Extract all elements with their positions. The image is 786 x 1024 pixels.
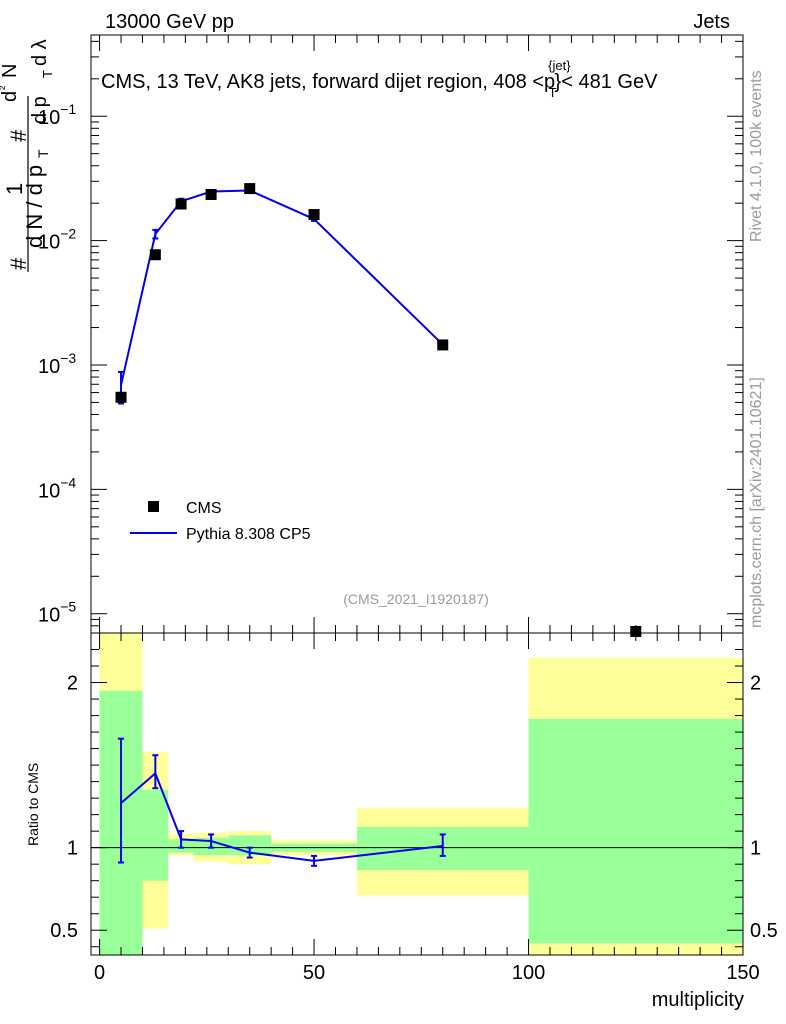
ylabel-den-t-sub: T bbox=[35, 149, 51, 158]
cms-data-point bbox=[205, 188, 217, 200]
cms-data-point bbox=[308, 209, 320, 221]
x-tick-label: 150 bbox=[726, 962, 759, 984]
y-tick-base: 10 bbox=[38, 232, 60, 254]
ylabel-hash-left: # bbox=[6, 257, 31, 270]
main-frame bbox=[90, 34, 744, 634]
analysis-watermark: (CMS_2021_I1920187) bbox=[343, 591, 489, 607]
cms-data-point bbox=[115, 391, 127, 403]
ratio-frame bbox=[90, 632, 744, 956]
y-tick-exponent: −1 bbox=[60, 101, 76, 117]
x-tick-label: 0 bbox=[94, 962, 105, 984]
ylabel-n-top: N bbox=[0, 64, 21, 78]
cms-data-point bbox=[149, 249, 161, 261]
ratio-y-axis-label: Ratio to CMS bbox=[25, 763, 41, 846]
legend-label-cms: CMS bbox=[186, 500, 222, 517]
main-y-tick-label: 10−5 bbox=[38, 599, 76, 627]
header-energy-label: 13000 GeV pp bbox=[105, 11, 234, 33]
rivet-version-label: Rivet 4.1.0, 100k events bbox=[748, 70, 765, 242]
ylabel-num-one: 1 bbox=[2, 183, 27, 195]
x-axis-label: multiplicity bbox=[652, 989, 744, 1011]
title-prefix: CMS, 13 TeV, AK8 jets, forward dijet reg… bbox=[101, 71, 555, 93]
ylabel-dlambda: d λ bbox=[29, 39, 51, 66]
ratio-band-green-7 bbox=[528, 718, 743, 944]
ylabel-t-sub-bottom: T bbox=[40, 70, 55, 78]
y-tick-exponent: −5 bbox=[60, 599, 76, 615]
main-title: CMS, 13 TeV, AK8 jets, forward dijet reg… bbox=[101, 58, 658, 100]
ratio-y-tick-label-left: 2 bbox=[67, 673, 78, 695]
main-panel: 10−110−210−310−410−5 bbox=[38, 34, 744, 637]
ratio-y-tick-label-right: 2 bbox=[750, 673, 761, 695]
legend: CMS Pythia 8.308 CP5 bbox=[130, 500, 311, 543]
legend-label-pythia: Pythia 8.308 CP5 bbox=[186, 526, 311, 543]
ratio-y-tick-label-right: 1 bbox=[750, 838, 761, 860]
title-superscript: {jet} bbox=[548, 58, 571, 73]
ylabel-hash-mid: # bbox=[6, 129, 31, 142]
ylabel-den-dn-dpt: d N / d p bbox=[22, 165, 47, 248]
title-suffix: }< 481 GeV bbox=[555, 71, 659, 93]
ylabel-d-pt-bottom: d p bbox=[29, 96, 51, 124]
cms-data-point bbox=[244, 183, 256, 195]
y-tick-base: 10 bbox=[38, 480, 60, 502]
mcplots-label: mcplots.cern.ch [arXiv:2401.10621] bbox=[748, 377, 765, 628]
cms-data-point bbox=[175, 198, 187, 210]
main-y-axis-label: 1 d N / d p T # # d ² N d p T d λ bbox=[0, 39, 55, 272]
y-tick-exponent: −4 bbox=[60, 474, 76, 490]
ratio-panel: 0 50 100 150 0.5 0.5 1 1 2 2 bbox=[50, 632, 778, 984]
legend-marker-cms bbox=[148, 501, 159, 512]
ratio-y-tick-label-left: 1 bbox=[67, 838, 78, 860]
ylabel-d-top: d bbox=[0, 91, 21, 102]
pythia-line bbox=[120, 189, 444, 386]
x-tick-label: 50 bbox=[303, 962, 325, 984]
x-tick-label: 100 bbox=[512, 962, 545, 984]
ratio-y-tick-label-right: 0.5 bbox=[750, 920, 778, 942]
cms-data-point bbox=[437, 339, 449, 351]
ylabel-squared: ² bbox=[0, 85, 11, 90]
title-subscript: T bbox=[549, 85, 557, 100]
header-category-label: Jets bbox=[693, 11, 730, 33]
main-y-tick-label: 10−2 bbox=[38, 226, 76, 254]
main-y-tick-label: 10−4 bbox=[38, 474, 76, 502]
cms-data-point bbox=[630, 625, 642, 637]
y-tick-exponent: −2 bbox=[60, 226, 76, 242]
main-y-tick-label: 10−3 bbox=[38, 350, 76, 378]
ratio-band-green-1 bbox=[142, 789, 169, 881]
y-tick-base: 10 bbox=[38, 107, 60, 129]
y-tick-base: 10 bbox=[38, 605, 60, 627]
main-y-tick-label: 10−1 bbox=[38, 101, 76, 129]
ratio-y-tick-label-left: 0.5 bbox=[50, 920, 78, 942]
y-tick-exponent: −3 bbox=[60, 350, 76, 366]
y-tick-base: 10 bbox=[38, 356, 60, 378]
